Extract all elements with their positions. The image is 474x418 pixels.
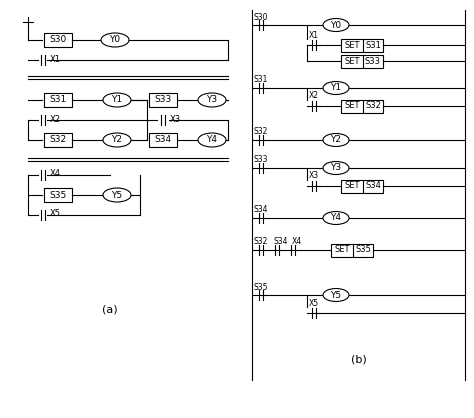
Bar: [331, 244, 373, 257]
Bar: [44, 93, 72, 107]
Text: X3: X3: [309, 171, 319, 181]
Text: SET: SET: [344, 102, 360, 110]
Text: Y5: Y5: [111, 191, 123, 199]
Ellipse shape: [103, 93, 131, 107]
Bar: [149, 133, 177, 147]
Text: S32: S32: [254, 127, 268, 137]
Bar: [341, 38, 383, 51]
Text: S34: S34: [274, 237, 289, 247]
Text: S33: S33: [254, 155, 268, 165]
Text: SET: SET: [334, 245, 350, 255]
Text: S33: S33: [365, 56, 381, 66]
Text: Y0: Y0: [330, 20, 342, 30]
Text: Y5: Y5: [330, 291, 342, 300]
Ellipse shape: [101, 33, 129, 47]
Bar: [44, 133, 72, 147]
Ellipse shape: [103, 188, 131, 202]
Ellipse shape: [323, 161, 349, 174]
Bar: [341, 99, 383, 112]
Text: S34: S34: [365, 181, 381, 191]
Text: S31: S31: [365, 41, 381, 49]
Ellipse shape: [103, 133, 131, 147]
Text: SET: SET: [344, 181, 360, 191]
Text: Y2: Y2: [111, 135, 122, 145]
Text: (b): (b): [351, 355, 366, 365]
Ellipse shape: [323, 82, 349, 94]
Text: X5: X5: [50, 209, 61, 219]
Text: X3: X3: [170, 115, 181, 123]
Text: S32: S32: [49, 135, 66, 145]
Ellipse shape: [323, 18, 349, 31]
Ellipse shape: [198, 93, 226, 107]
Bar: [44, 33, 72, 47]
Text: S34: S34: [155, 135, 172, 145]
Text: Y4: Y4: [207, 135, 218, 145]
Text: X2: X2: [309, 92, 319, 100]
Bar: [341, 54, 383, 67]
Bar: [149, 93, 177, 107]
Text: SET: SET: [344, 56, 360, 66]
Text: X4: X4: [292, 237, 302, 247]
Text: Y2: Y2: [330, 135, 341, 145]
Text: X5: X5: [309, 298, 319, 308]
Bar: [341, 179, 383, 193]
Text: X1: X1: [309, 31, 319, 39]
Text: S32: S32: [365, 102, 381, 110]
Text: S35: S35: [355, 245, 371, 255]
Ellipse shape: [198, 133, 226, 147]
Ellipse shape: [323, 133, 349, 146]
Text: S31: S31: [49, 95, 67, 104]
Text: X4: X4: [50, 170, 61, 178]
Text: (a): (a): [102, 305, 118, 315]
Text: SET: SET: [344, 41, 360, 49]
Text: X1: X1: [50, 54, 61, 64]
Text: S33: S33: [155, 95, 172, 104]
Ellipse shape: [323, 212, 349, 224]
Text: S35: S35: [49, 191, 67, 199]
Text: S30: S30: [254, 13, 268, 21]
Bar: [44, 188, 72, 202]
Text: X2: X2: [50, 115, 61, 123]
Text: Y3: Y3: [207, 95, 218, 104]
Text: Y1: Y1: [111, 95, 123, 104]
Text: S32: S32: [254, 237, 268, 247]
Text: S31: S31: [254, 76, 268, 84]
Text: Y0: Y0: [109, 36, 120, 44]
Ellipse shape: [323, 288, 349, 301]
Text: S35: S35: [254, 283, 268, 291]
Text: S34: S34: [254, 206, 268, 214]
Text: Y4: Y4: [330, 214, 341, 222]
Text: Y1: Y1: [330, 84, 342, 92]
Text: Y3: Y3: [330, 163, 342, 173]
Text: S30: S30: [49, 36, 67, 44]
